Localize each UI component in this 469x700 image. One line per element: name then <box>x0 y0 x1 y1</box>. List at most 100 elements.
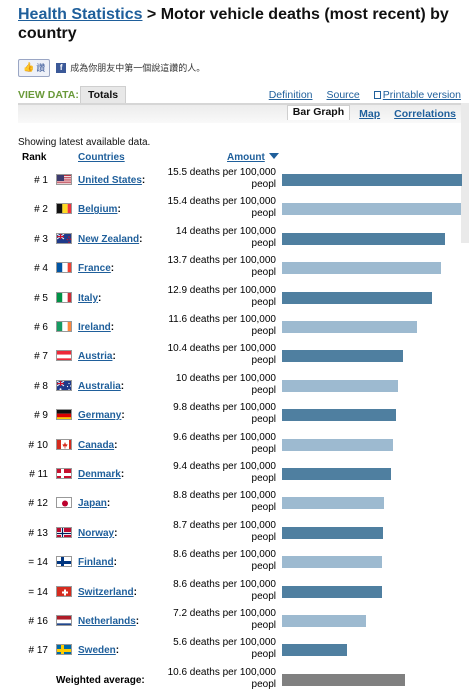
flag-ch-icon <box>56 585 72 597</box>
bar[interactable] <box>282 556 382 569</box>
country-link[interactable]: Sweden <box>78 645 116 657</box>
country-link[interactable]: Ireland <box>78 322 111 333</box>
country-cell: Japan: <box>78 498 111 510</box>
social-row: 👍 讚 f 成為你朋友中第一個說這讚的人。 <box>18 58 205 77</box>
tab-totals[interactable]: Totals <box>80 86 127 103</box>
amount-label: 7.2 deaths per 100,000 peopl <box>173 608 276 631</box>
showing-note: Showing latest available data. <box>18 137 151 148</box>
bar[interactable] <box>282 262 442 275</box>
amount-label: 14 deaths per 100,000 peopl <box>175 225 276 249</box>
bar[interactable] <box>282 203 461 216</box>
country-cell: Belgium: <box>78 204 121 216</box>
rank-label: # 2 <box>34 204 48 216</box>
source-link[interactable]: Source <box>326 89 360 101</box>
facebook-icon: f <box>56 62 67 73</box>
printer-icon <box>373 91 381 99</box>
weighted-average-row: Weighted average: 10.6 deaths per 100,000… <box>0 666 469 695</box>
rank-label: = 14 <box>28 557 48 569</box>
table-row: # 4 France: 13.7 deaths per 100,000 peopl <box>0 254 469 283</box>
bar[interactable] <box>282 526 384 539</box>
bar[interactable] <box>282 232 445 245</box>
country-cell: Sweden: <box>78 645 120 657</box>
table-row: # 3 New Zealand: 14 deaths per 100,000 peo… <box>0 225 469 254</box>
rank-label: # 17 <box>28 645 48 657</box>
bar[interactable] <box>282 174 462 186</box>
flag-dk-icon <box>56 468 72 479</box>
country-link[interactable]: Denmark <box>78 469 121 480</box>
rank-label: # 4 <box>34 263 48 275</box>
bar[interactable] <box>282 379 399 392</box>
rank-label: # 7 <box>34 351 48 363</box>
bar[interactable] <box>282 644 348 657</box>
table-row: # 11 Denmark: 9.4 deaths per 100,000 peopl <box>0 460 469 489</box>
country-cell: Switzerland: <box>78 586 137 598</box>
tab-correlations[interactable]: Correlations <box>394 108 456 120</box>
breadcrumb-health-statistics-link[interactable]: Health Statistics <box>18 6 143 23</box>
country-link[interactable]: New Zealand <box>78 233 140 245</box>
column-header-amount[interactable]: Amount <box>227 152 279 163</box>
flag-jp-icon <box>56 497 72 509</box>
title-text: > Motor vehicle deaths (most recent) by … <box>18 6 449 42</box>
bar[interactable] <box>282 409 396 422</box>
country-link[interactable]: Norway <box>78 527 115 539</box>
printable-version-link[interactable]: Printable version <box>373 89 461 101</box>
country-link[interactable]: Netherlands <box>78 616 136 627</box>
country-cell: Finland: <box>78 557 117 569</box>
country-link[interactable]: France <box>78 263 111 275</box>
column-header-countries[interactable]: Countries <box>78 152 125 163</box>
table-row: # 7 Austria: 10.4 deaths per 100,000 peopl <box>0 342 469 371</box>
country-link[interactable]: Canada <box>78 439 115 451</box>
country-link[interactable]: Germany <box>78 410 122 422</box>
amount-label: 9.6 deaths per 100,000 peopl <box>173 431 276 455</box>
country-link[interactable]: Switzerland <box>78 586 134 598</box>
table-row: # 6 Ireland: 11.6 deaths per 100,000 peopl <box>0 313 469 342</box>
bar[interactable] <box>282 585 382 598</box>
country-cell: Austria: <box>78 351 116 363</box>
page-title: Health Statistics > Motor vehicle deaths… <box>18 5 458 43</box>
table-row: # 10 Canada: 9.6 deaths per 100,000 peopl <box>0 431 469 460</box>
amount-label: 13.7 deaths per 100,000 peopl <box>167 255 276 279</box>
flag-se-icon <box>56 644 72 656</box>
bar[interactable] <box>282 438 394 451</box>
average-bar <box>282 673 406 686</box>
country-link[interactable]: Finland <box>78 557 114 569</box>
country-link[interactable]: Belgium <box>78 204 118 216</box>
amount-label: 8.7 deaths per 100,000 peopl <box>173 519 276 543</box>
tab-map[interactable]: Map <box>359 108 381 120</box>
country-cell: France: <box>78 263 115 275</box>
country-link[interactable]: Japan <box>78 498 107 510</box>
country-cell: Norway: <box>78 527 118 539</box>
definition-link[interactable]: Definition <box>268 89 313 101</box>
bar[interactable] <box>282 321 417 333</box>
country-cell: New Zealand: <box>78 233 143 245</box>
bar[interactable] <box>282 615 366 627</box>
table-row: # 1 United States: 15.5 deaths per 100,000… <box>0 166 469 195</box>
country-link[interactable]: Australia <box>78 380 121 392</box>
amount-label: 9.8 deaths per 100,000 peopl <box>173 402 276 426</box>
bar[interactable] <box>282 350 403 363</box>
amount-label: 15.5 deaths per 100,000 peopl <box>167 167 276 190</box>
country-link[interactable]: Italy <box>78 292 99 304</box>
country-link[interactable]: United States <box>78 175 142 186</box>
rank-label: # 10 <box>28 439 48 451</box>
country-link[interactable]: Austria <box>78 351 113 363</box>
amount-label: 8.6 deaths per 100,000 peopl <box>173 549 276 573</box>
bar[interactable] <box>282 497 385 510</box>
amount-label: 8.8 deaths per 100,000 peopl <box>173 490 276 514</box>
flag-ie-icon <box>56 321 72 332</box>
country-cell: Italy: <box>78 292 102 304</box>
flag-ca-icon <box>56 438 72 450</box>
thumbs-up-icon: 👍 <box>23 62 35 72</box>
table-row: # 13 Norway: 8.7 deaths per 100,000 peopl <box>0 519 469 548</box>
table-row: # 9 Germany: 9.8 deaths per 100,000 peopl <box>0 401 469 430</box>
country-cell: Netherlands: <box>78 616 140 627</box>
tab-bar-graph[interactable]: Bar Graph <box>286 105 351 120</box>
like-button[interactable]: 👍 讚 <box>18 58 51 77</box>
amount-label: 15.4 deaths per 100,000 peopl <box>167 196 276 220</box>
amount-label: 10.4 deaths per 100,000 peopl <box>167 343 276 367</box>
view-data-bar: VIEW DATA: Totals Definition Source Prin… <box>18 86 461 103</box>
bar[interactable] <box>282 291 432 304</box>
flag-no-icon <box>56 526 72 538</box>
bar[interactable] <box>282 468 392 480</box>
rank-label: # 12 <box>28 498 48 510</box>
